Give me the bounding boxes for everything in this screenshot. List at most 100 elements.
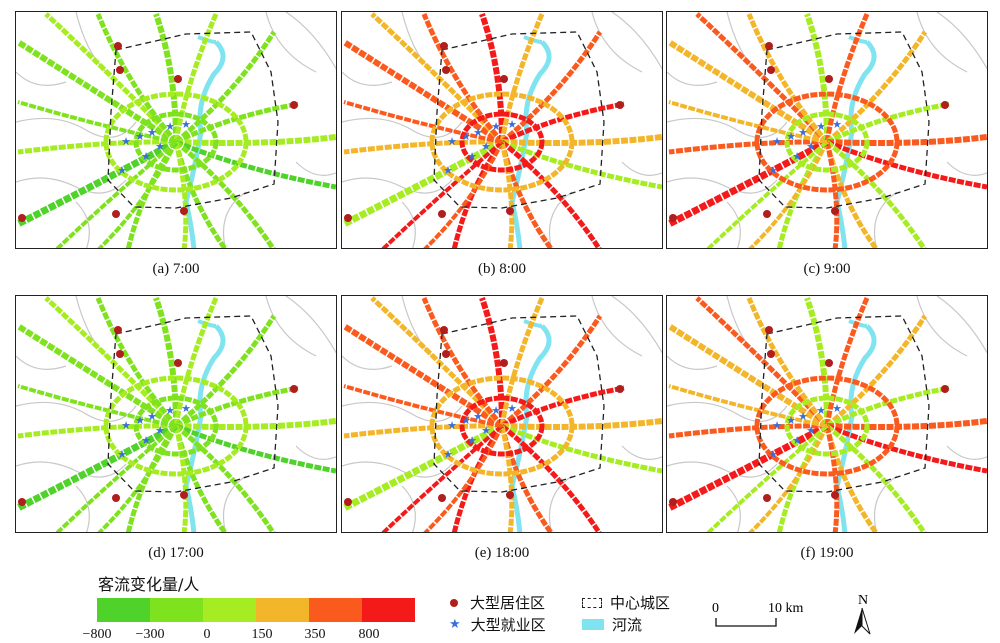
employment-star: ★ [792,150,802,163]
metro-line [17,100,177,144]
metro-line [499,141,515,248]
metro-line [381,140,504,248]
central-district-boundary [107,315,279,493]
district-boundary [16,401,137,422]
district-boundary [342,355,393,370]
residential-marker [767,350,775,358]
colorbar-title: 客流变化量/人 [98,575,200,594]
district-boundary [285,296,336,354]
colorbar-tick-label: −300 [135,627,165,642]
employment-star: ★ [507,118,517,131]
residential-marker [438,210,446,218]
district-boundary [611,12,662,70]
metro-line [825,314,928,428]
map-canvas: ★ ★ ★ ★ ★★★★ [667,12,987,248]
legend-river: 河流 [582,614,642,635]
map-panel-b: ★ ★ ★ ★ ★ ★ ★ ★ [341,11,663,249]
residential-marker [442,66,450,74]
metro-line [95,13,178,144]
employment-star: ★ [117,164,127,177]
metro-line [706,140,829,248]
employment-star: ★ [772,419,782,432]
employment-star: ★ [467,434,477,447]
metro-line [499,297,545,427]
residential-marker [831,207,839,215]
employment-star: ★ [473,126,483,139]
metro-line [173,141,189,248]
employment-star: ★ [473,410,483,423]
residential-marker [112,210,120,218]
metro-line [826,423,987,474]
employment-star: ★ [447,419,457,432]
district-boundary [591,12,643,73]
residential-marker [290,101,298,109]
district-boundary [342,401,463,422]
river-swatch-icon [582,619,604,630]
colorbar [97,598,415,622]
employment-star: ★ [135,130,145,143]
metro-line [479,297,505,427]
district-boundary [946,161,987,176]
metro-line [97,141,178,248]
colorbar-tick-label: 800 [358,627,380,642]
metro-line [500,140,602,248]
metro-line [826,139,987,190]
employment-star: ★ [181,402,191,415]
residential-marker [438,494,446,502]
north-arrow-icon: N [854,593,871,635]
employment-star: ★ [443,164,453,177]
metro-line [748,141,829,248]
metro-ring-line [429,375,575,477]
district-boundary [401,201,416,248]
residential-marker [616,385,624,393]
metro-line [824,141,840,248]
panel-caption: (a) 7:00 [152,261,200,277]
metro-line [16,323,178,429]
metro-line [55,424,178,532]
district-boundary [401,485,416,532]
legend-residential-label: 大型居住区 [470,594,546,612]
residential-marker [174,75,182,83]
residential-marker [344,498,352,506]
metro-line [826,418,987,431]
metro-line [501,423,662,474]
district-boundary [916,296,968,357]
district-boundary [16,355,67,370]
river-branch [523,35,543,44]
district-boundary [295,161,336,176]
district-boundary [222,191,247,248]
residential-marker [765,42,773,50]
employment-star: ★ [507,402,517,415]
employment-star: ★ [832,118,842,131]
river-branch [523,319,543,328]
district-boundary [621,445,662,460]
scale-bar: 0 10 km [712,601,804,627]
district-boundary [16,117,137,138]
residential-marker [825,75,833,83]
map-canvas: ★ ★ ★ ★ ★★★★ [342,12,662,248]
river-branch [848,319,868,328]
map-canvas: ★ ★ ★ ★ ★★★★ [16,12,336,248]
employment-star: ★ [141,434,151,447]
map-panel-c: ★ ★ ★ ★ ★ ★ ★ ★ [666,11,988,249]
employment-star: ★ [768,448,778,461]
employment-star: ★ [806,140,816,153]
residential-marker [442,350,450,358]
employment-star: ★ [798,126,808,139]
residential-marker [669,214,677,222]
panel-caption: (d) 17:00 [148,545,204,561]
residential-marker [180,491,188,499]
residential-marker-icon [450,598,458,607]
legend-center: 中心城区 [582,592,670,613]
district-boundary [16,461,127,478]
residential-marker [344,214,352,222]
legend-employment: ★ 大型就业区 [446,614,546,635]
central-district-boundary [107,31,279,209]
metro-line [499,425,515,532]
river-branch [197,35,217,44]
metro-line [16,422,178,512]
district-boundary [873,475,898,532]
district-boundary [548,475,573,532]
residential-marker [440,42,448,50]
residential-marker [116,66,124,74]
